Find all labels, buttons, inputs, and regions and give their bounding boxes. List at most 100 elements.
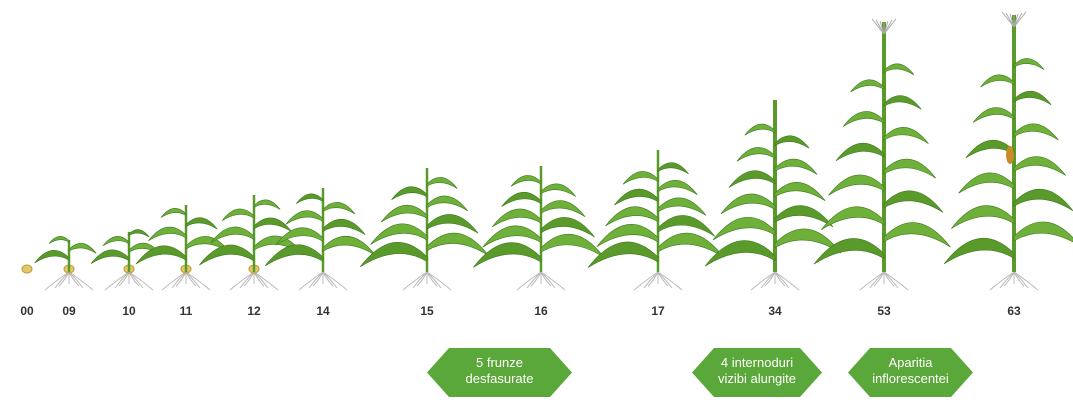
root: [244, 272, 254, 286]
root: [176, 272, 186, 286]
leaf: [427, 233, 489, 256]
root: [658, 272, 682, 290]
leaf: [973, 107, 1014, 122]
root: [884, 272, 908, 290]
root: [186, 272, 210, 290]
stage-label: 12: [247, 304, 261, 318]
plant: [473, 166, 604, 290]
leaf: [1014, 189, 1073, 211]
leaf: [884, 159, 936, 178]
stage-label: 10: [122, 304, 136, 318]
badge-text: inflorescentei: [872, 371, 949, 386]
badge-text: vizibi alungite: [718, 371, 796, 386]
leaf: [392, 187, 427, 200]
leaf: [821, 207, 884, 230]
leaf: [658, 198, 706, 216]
plant: [814, 19, 950, 290]
leaf: [511, 175, 541, 186]
root: [403, 272, 427, 290]
leaf: [843, 111, 884, 126]
leaf: [541, 184, 576, 197]
leaf: [129, 230, 149, 237]
root: [254, 272, 278, 290]
leaf: [49, 236, 69, 243]
leaf: [286, 211, 323, 225]
leaf: [222, 209, 254, 221]
badge-text: 4 internoduri: [721, 355, 793, 370]
leaf: [745, 124, 775, 135]
leaf: [427, 196, 468, 211]
root: [427, 272, 451, 290]
leaf: [381, 205, 427, 222]
leaf: [775, 159, 817, 174]
leaf: [658, 180, 697, 194]
root: [230, 272, 254, 290]
leaf: [980, 75, 1014, 87]
stage-label: 34: [768, 304, 782, 318]
leaf: [829, 175, 884, 195]
leaf: [884, 96, 921, 110]
leaf: [296, 194, 323, 204]
leaf: [492, 209, 541, 227]
leaf: [148, 227, 186, 241]
leaf: [775, 136, 809, 149]
leaf: [737, 147, 775, 161]
leaf: [1014, 157, 1066, 176]
stage-label: 11: [180, 304, 193, 318]
root: [129, 272, 153, 290]
stage-label: 53: [877, 304, 891, 318]
leaf: [884, 191, 943, 213]
leaf: [884, 127, 928, 143]
root: [860, 272, 884, 290]
leaf: [713, 217, 775, 240]
maize-stages-diagram: 0009101112141516173453635 frunzedesfasur…: [0, 0, 1073, 403]
root: [313, 272, 323, 286]
leaf: [323, 236, 376, 255]
leaf: [186, 218, 217, 230]
root: [105, 272, 129, 290]
leaf: [161, 208, 186, 217]
seed: [22, 265, 32, 273]
leaf: [427, 214, 478, 233]
leaf: [265, 245, 323, 266]
leaf: [884, 64, 914, 75]
leaf: [254, 218, 292, 232]
leaf: [35, 250, 69, 263]
stage-label: 00: [20, 304, 34, 318]
leaf: [323, 202, 355, 214]
stage-label: 15: [420, 304, 434, 318]
root: [531, 272, 541, 286]
stage-label: 16: [534, 304, 548, 318]
plant: [588, 150, 724, 290]
leaf: [91, 250, 129, 264]
root: [648, 272, 658, 286]
plant: [22, 265, 32, 273]
leaf: [199, 245, 254, 265]
root: [765, 272, 775, 286]
leaf: [254, 200, 280, 210]
plant: [265, 188, 375, 290]
leaf: [944, 238, 1014, 264]
leaf: [836, 143, 884, 161]
leaf: [959, 173, 1014, 193]
leaf: [721, 194, 775, 214]
root: [541, 272, 565, 290]
leaf: [614, 189, 658, 205]
plant: [705, 100, 841, 290]
root: [990, 272, 1014, 290]
root: [59, 272, 69, 286]
leaf: [541, 234, 604, 257]
leaf: [360, 242, 427, 267]
root: [1014, 272, 1038, 290]
leaf: [427, 177, 457, 188]
root: [45, 272, 69, 290]
leaf: [103, 236, 129, 246]
root: [69, 272, 93, 290]
leaf: [884, 223, 950, 247]
leaf: [623, 171, 658, 184]
leaf: [1014, 222, 1073, 246]
stage-label: 14: [316, 304, 330, 318]
badge-text: 5 frunze: [476, 355, 523, 370]
root: [775, 272, 799, 290]
root: [323, 272, 347, 290]
